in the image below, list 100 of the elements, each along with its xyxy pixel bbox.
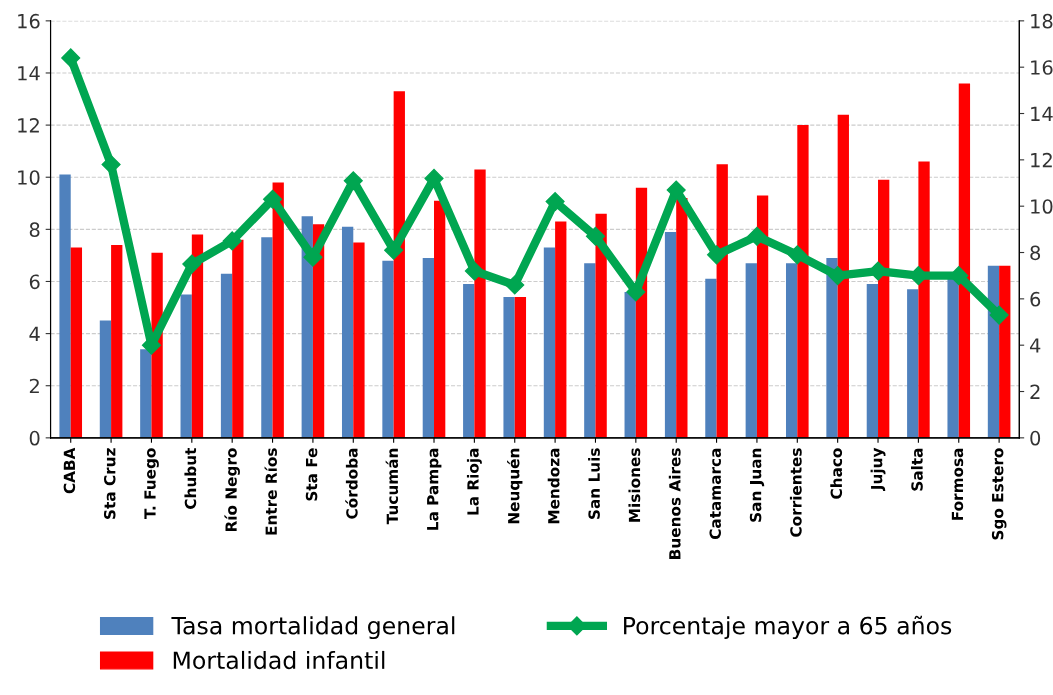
bar: [958, 83, 971, 438]
point: [101, 154, 121, 175]
y2-tick-label: 8: [1030, 245, 1041, 261]
x-tick-label: Buenos Aires: [668, 448, 681, 559]
point: [585, 226, 606, 246]
x-tick-label: Misiones: [628, 448, 641, 522]
x-tick-label: Chaco: [830, 448, 843, 499]
x-tick-label: San Luis: [588, 448, 600, 519]
bar: [393, 91, 405, 438]
bar: [463, 284, 475, 438]
point: [707, 245, 727, 265]
y2-tick-label: 12: [1031, 152, 1052, 168]
x-tick-label: Catamarca: [709, 448, 721, 540]
bar: [180, 294, 192, 438]
bar: [220, 273, 233, 438]
bar: [382, 260, 394, 438]
y2-tick-label: 6: [1030, 291, 1041, 307]
point: [464, 261, 484, 281]
bar: [676, 198, 688, 438]
bar: [70, 247, 83, 438]
bar: [99, 320, 112, 438]
x-tick-label: Mendoza: [547, 448, 560, 524]
y2-tick-label: 0: [1030, 430, 1041, 446]
x-tick-label: Entre Ríos: [264, 448, 277, 535]
point: [626, 282, 646, 302]
bar: [745, 263, 757, 438]
y-tick-label: 12: [18, 118, 39, 133]
point: [868, 261, 888, 281]
y-tick-label: 0: [29, 430, 40, 446]
x-tick-label: Neuquén: [507, 448, 523, 524]
y2-tick-label: 14: [1031, 106, 1053, 121]
point: [263, 189, 283, 209]
bar: [514, 297, 527, 438]
x-tick-label: Salta: [911, 448, 923, 491]
bar: [584, 263, 596, 438]
y-tick-label: 6: [29, 274, 40, 290]
bar: [543, 247, 556, 438]
bar: [785, 263, 798, 438]
bar: [434, 200, 446, 438]
bar: [756, 195, 769, 438]
y-tick-label: 16: [18, 13, 40, 29]
point: [384, 240, 404, 260]
x-tick-label: San Juan: [749, 448, 765, 522]
point: [303, 247, 323, 267]
bar: [705, 278, 717, 438]
bar: [140, 349, 152, 438]
y2-tick-label: 10: [1031, 199, 1053, 214]
point: [666, 180, 686, 200]
bar: [272, 182, 284, 438]
legend-label: Tasa mortalidad general: [171, 616, 455, 640]
point: [182, 254, 202, 274]
point: [343, 171, 363, 191]
x-tick-label: Sta Cruz: [103, 448, 116, 519]
bar: [907, 289, 919, 438]
x-tick-label: Chubut: [184, 447, 197, 509]
bar: [999, 265, 1011, 438]
bar: [261, 237, 273, 438]
point: [545, 192, 565, 212]
bar: [878, 179, 890, 438]
legend-label: Porcentaje mayor a 65 años: [624, 615, 952, 640]
bar: [422, 258, 435, 438]
bar: [664, 231, 677, 438]
x-tick-label: Corrientes: [789, 448, 802, 537]
point: [222, 231, 242, 251]
bar: [191, 234, 204, 438]
x-tick-label: Río Negro: [224, 448, 240, 532]
x-tick-label: Córdoba: [345, 448, 358, 519]
bar: [595, 213, 607, 438]
point: [787, 245, 807, 265]
x-tick-label: Tucumán: [385, 448, 399, 525]
bar: [474, 169, 486, 438]
bar: [837, 114, 849, 438]
x-tick-label: La Pampa: [427, 448, 442, 530]
bar: [826, 258, 838, 438]
y-tick-label: 2: [29, 378, 39, 394]
x-tick-label: Sta Fe: [305, 448, 318, 501]
y-tick-label: 4: [29, 326, 40, 341]
point: [989, 305, 1009, 325]
y2-tick-label: 2: [1030, 384, 1040, 399]
point: [747, 226, 767, 246]
x-tick-label: Jujuy: [870, 447, 886, 492]
point: [505, 275, 525, 295]
bar: [503, 297, 515, 438]
y2-tick-label: 16: [1031, 60, 1053, 75]
y2-tick-label: 4: [1029, 338, 1041, 353]
y2-tick-label: 18: [1031, 13, 1053, 29]
bar: [232, 239, 244, 438]
point: [949, 266, 969, 286]
bar: [341, 226, 354, 438]
x-tick-label: CABA: [63, 447, 76, 494]
bar: [555, 221, 567, 438]
point: [424, 168, 444, 188]
x-tick-label: Formosa: [951, 448, 964, 520]
bar: [716, 164, 728, 438]
bar: [111, 244, 123, 438]
bar: [59, 174, 71, 438]
y-tick-label: 10: [18, 170, 40, 185]
y-tick-label: 14: [18, 66, 40, 81]
bar: [624, 291, 636, 438]
y-tick-label: 8: [29, 222, 40, 238]
